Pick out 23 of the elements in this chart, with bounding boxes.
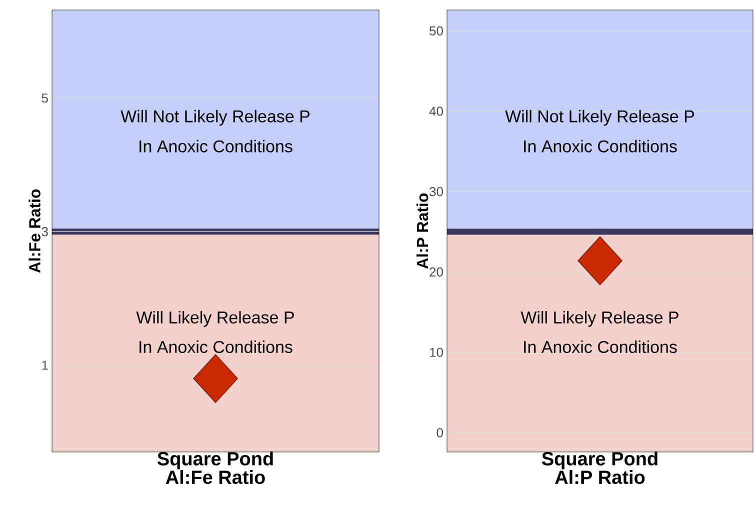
annotation: In Anoxic Conditions bbox=[140, 140, 292, 152]
annotation: Will Likely Release P bbox=[136, 311, 294, 327]
y-axis-title: Al:Fe Ratio bbox=[28, 189, 40, 273]
y-tick-label: 50 bbox=[430, 26, 443, 36]
annotation: Will Likely Release P bbox=[520, 311, 678, 327]
annotation: In Anoxic Conditions bbox=[524, 140, 677, 152]
y-tick-label: 3 bbox=[42, 227, 48, 236]
x-tick-label: Square Pond bbox=[157, 452, 273, 470]
y-tick-label: 10 bbox=[430, 348, 443, 357]
y-tick-label: 1 bbox=[42, 360, 48, 370]
x-axis-title: Al:P Ratio bbox=[555, 470, 645, 484]
annotation: Will Not Likely Release P bbox=[505, 110, 694, 126]
y-tick-label: 0 bbox=[436, 428, 443, 438]
y-tick-label: 30 bbox=[430, 187, 443, 196]
annotation: In Anoxic Conditions bbox=[524, 340, 677, 354]
annotation: Will Not Likely Release P bbox=[120, 110, 310, 126]
x-axis-title: Al:Fe Ratio bbox=[166, 470, 265, 484]
y-tick-label: 5 bbox=[42, 94, 48, 103]
x-tick-label: Square Pond bbox=[542, 452, 658, 470]
y-tick-label: 20 bbox=[430, 267, 443, 277]
y-axis-title: Al:P Ratio bbox=[416, 193, 428, 269]
annotation: In Anoxic Conditions bbox=[140, 340, 292, 354]
y-tick-label: 40 bbox=[429, 106, 443, 116]
